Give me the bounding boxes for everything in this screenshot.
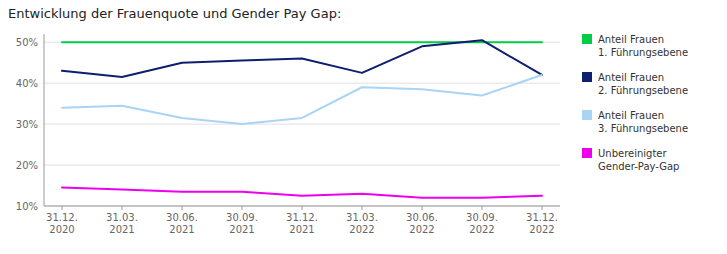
series-line (62, 40, 542, 77)
legend-swatch (582, 72, 592, 82)
x-tick-label: 31.03.2022 (346, 212, 378, 235)
text-line: 31.12. (526, 212, 558, 223)
legend-label: Anteil Frauen 1. Führungsebene (598, 34, 688, 58)
text-line: 31.03. (106, 212, 138, 223)
text-line: 2021 (229, 224, 254, 235)
series-line (62, 188, 542, 198)
x-tick-label: 30.06.2021 (166, 212, 198, 235)
y-tick-label: 30% (16, 119, 38, 130)
text-line: 2022 (409, 224, 434, 235)
x-tick (242, 206, 243, 210)
text-line: 30.09. (226, 212, 258, 223)
text-line: 2021 (109, 224, 134, 235)
legend-label: Anteil Frauen 3. Führungsebene (598, 110, 688, 134)
x-tick (122, 206, 123, 210)
chart: Entwicklung der Frauenquote und Gender P… (0, 0, 727, 254)
text-line: Unbereinigter (598, 148, 668, 159)
text-line: 31.12. (46, 212, 78, 223)
x-tick-label: 31.12.2021 (286, 212, 318, 235)
x-tick (362, 206, 363, 210)
x-tick-label: 30.06.2022 (406, 212, 438, 235)
text-line: 3. Führungsebene (598, 123, 688, 134)
x-tick (182, 206, 183, 210)
grid-line (44, 83, 560, 84)
text-line: 2021 (289, 224, 314, 235)
y-tick-label: 10% (16, 201, 38, 212)
text-line: Anteil Frauen (598, 34, 664, 45)
plot-area (62, 40, 542, 198)
legend-swatch (582, 34, 592, 44)
x-tick (302, 206, 303, 210)
text-line: Gender-Pay-Gap (598, 161, 679, 172)
x-tick-label: 30.09.2022 (466, 212, 498, 235)
x-tick-label: 31.12.2022 (526, 212, 558, 235)
text-line: 31.12. (286, 212, 318, 223)
text-line: 2020 (49, 224, 74, 235)
text-line: 30.09. (466, 212, 498, 223)
text-line: 31.03. (346, 212, 378, 223)
legend-label: Unbereinigter Gender-Pay-Gap (598, 148, 679, 172)
series-line (62, 75, 542, 124)
title: Entwicklung der Frauenquote und Gender P… (8, 6, 341, 21)
y-tick-label: 40% (16, 78, 38, 89)
grid-line (44, 165, 560, 166)
text-line: 2021 (169, 224, 194, 235)
x-tick-label: 31.12.2020 (46, 212, 78, 235)
text-line: 30.06. (166, 212, 198, 223)
x-tick-label: 30.09.2021 (226, 212, 258, 235)
text-line: 2022 (529, 224, 554, 235)
x-tick (542, 206, 543, 210)
text-line: 2. Führungsebene (598, 85, 688, 96)
x-tick (482, 206, 483, 210)
grid-line (44, 124, 560, 125)
legend-swatch (582, 110, 592, 120)
y-axis-line (44, 34, 45, 206)
y-tick-label: 20% (16, 160, 38, 171)
y-tick-label: 50% (16, 37, 38, 48)
grid-line (44, 42, 560, 43)
legend-label: Anteil Frauen 2. Führungsebene (598, 72, 688, 96)
x-tick (422, 206, 423, 210)
text-line: 2022 (349, 224, 374, 235)
text-line: Anteil Frauen (598, 110, 664, 121)
text-line: 30.06. (406, 212, 438, 223)
text-line: Anteil Frauen (598, 72, 664, 83)
legend-swatch (582, 148, 592, 158)
text-line: 1. Führungsebene (598, 47, 688, 58)
text-line: 2022 (469, 224, 494, 235)
x-tick (62, 206, 63, 210)
x-tick-label: 31.03.2021 (106, 212, 138, 235)
